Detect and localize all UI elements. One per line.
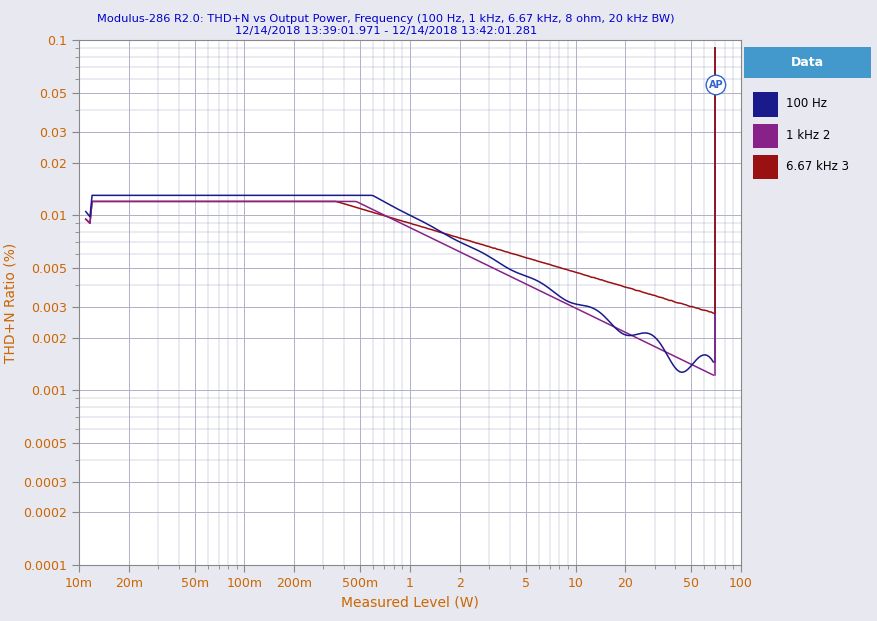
Bar: [744, 47, 871, 78]
Text: AP: AP: [709, 80, 724, 90]
Text: Modulus-286 R2.0: THD+N vs Output Power, Frequency (100 Hz, 1 kHz, 6.67 kHz, 8 o: Modulus-286 R2.0: THD+N vs Output Power,…: [97, 14, 674, 24]
Text: 100 Hz: 100 Hz: [786, 97, 827, 110]
Text: Data: Data: [791, 56, 824, 69]
Text: 12/14/2018 13:39:01.971 - 12/14/2018 13:42:01.281: 12/14/2018 13:39:01.971 - 12/14/2018 13:…: [235, 26, 537, 36]
Bar: [752, 93, 778, 117]
Bar: [752, 124, 778, 148]
Bar: [752, 155, 778, 179]
X-axis label: Measured Level (W): Measured Level (W): [341, 596, 479, 609]
Text: 1 kHz 2: 1 kHz 2: [786, 129, 830, 142]
Y-axis label: THD+N Ratio (%): THD+N Ratio (%): [4, 243, 18, 363]
Text: 6.67 kHz 3: 6.67 kHz 3: [786, 160, 849, 173]
